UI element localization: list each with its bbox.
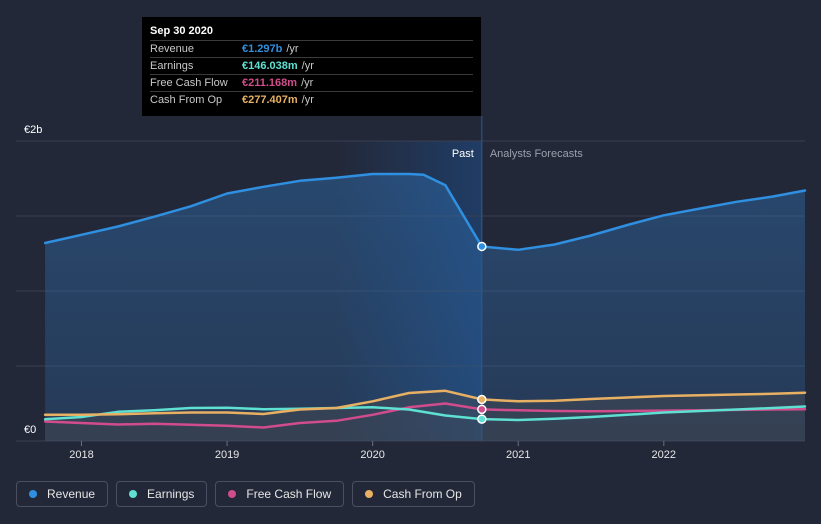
x-tick-label: 2019	[215, 449, 239, 461]
tooltip-label: Cash From Op	[150, 94, 223, 106]
cash-from-op-area	[45, 390, 806, 441]
series-line-earnings	[43, 405, 807, 422]
chart-legend: Revenue Earnings Free Cash Flow Cash Fro…	[16, 481, 475, 507]
highlight-point-cash-from-op	[477, 394, 487, 405]
tooltip-value: €211.168m	[242, 77, 298, 89]
legend-dot-icon	[129, 490, 138, 498]
legend-label: Cash From Op	[383, 487, 462, 501]
x-tick-label: 2020	[360, 449, 384, 461]
tooltip-row-free-cash-flow: Free Cash Flow €211.168m /yr	[150, 74, 473, 91]
tooltip-unit: /yr	[301, 77, 314, 89]
y-tick-label: €2b	[24, 124, 42, 136]
data-tooltip: Sep 30 2020 Revenue €1.297b /yr Earnings…	[142, 17, 481, 116]
y-tick-label: €0	[24, 424, 36, 436]
legend-item-revenue[interactable]: Revenue	[16, 481, 109, 507]
highlight-point-free-cash-flow	[477, 404, 487, 415]
x-tick-label: 2018	[69, 449, 93, 461]
tooltip-label: Earnings	[150, 60, 194, 72]
past-label: Past	[452, 148, 474, 160]
highlight-point-earnings	[477, 414, 487, 424]
legend-dot-icon	[228, 490, 237, 498]
legend-dot-icon	[29, 490, 37, 498]
series-line-free-cash-flow	[43, 402, 807, 429]
tooltip-value: €146.038m	[242, 60, 298, 72]
legend-label: Earnings	[147, 487, 195, 501]
tooltip-label: Revenue	[150, 43, 195, 55]
forecast-label: Analysts Forecasts	[490, 148, 583, 160]
legend-dot-icon	[365, 490, 374, 498]
highlight-point-revenue	[477, 241, 487, 252]
series-line-revenue	[43, 172, 807, 252]
legend-label: Free Cash Flow	[246, 487, 332, 501]
legend-item-earnings[interactable]: Earnings	[116, 481, 208, 507]
tooltip-row-cash-from-op: Cash From Op €277.407m /yr	[150, 91, 473, 108]
tooltip-row-earnings: Earnings €146.038m /yr	[150, 57, 473, 74]
tooltip-value: €277.407m	[242, 94, 298, 106]
tooltip-label: Free Cash Flow	[150, 77, 228, 89]
legend-label: Revenue	[47, 487, 96, 501]
legend-item-free-cash-flow[interactable]: Free Cash Flow	[215, 481, 345, 507]
tooltip-unit: /yr	[301, 60, 314, 72]
tooltip-unit: /yr	[286, 43, 299, 55]
legend-item-cash-from-op[interactable]: Cash From Op	[352, 481, 475, 507]
x-tick-label: 2022	[652, 449, 676, 461]
tooltip-date: Sep 30 2020	[150, 25, 213, 37]
tooltip-value: €1.297b	[242, 43, 283, 55]
series-line-cash-from-op	[43, 389, 807, 417]
x-tick-label: 2021	[506, 449, 530, 461]
tooltip-row-revenue: Revenue €1.297b /yr	[150, 40, 473, 57]
tooltip-unit: /yr	[301, 94, 314, 106]
revenue-area	[45, 174, 806, 441]
